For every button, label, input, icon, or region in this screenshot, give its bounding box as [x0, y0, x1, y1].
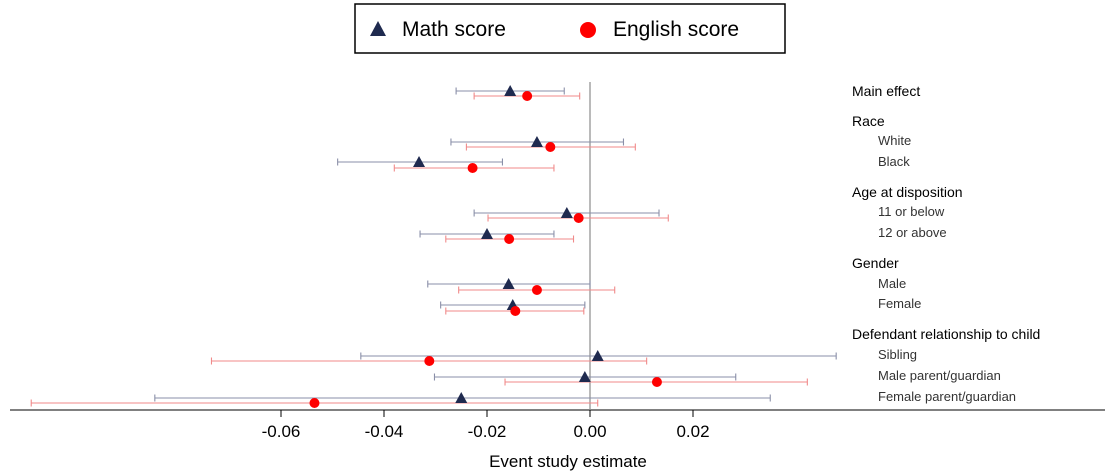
group-label: Defendant relationship to child	[852, 326, 1040, 342]
math-estimate-marker	[413, 156, 426, 167]
subgroup-label: White	[878, 133, 911, 148]
english-estimate-marker	[573, 213, 584, 223]
english-estimate-marker	[309, 398, 320, 408]
math-estimate-marker	[502, 278, 515, 289]
subgroup-label: 11 or below	[878, 204, 945, 219]
english-estimate-marker	[467, 163, 478, 173]
group-label: Gender	[852, 255, 899, 271]
legend-english-marker	[580, 22, 596, 38]
legend-english-label: English score	[613, 18, 739, 41]
group-label: Main effect	[852, 83, 920, 99]
math-estimate-marker	[578, 371, 591, 382]
english-estimate-marker	[424, 356, 435, 366]
math-estimate-marker	[481, 228, 493, 239]
x-tick-label: 0.02	[676, 422, 709, 441]
subgroup-label: Sibling	[878, 347, 917, 362]
math-estimate-marker	[504, 85, 517, 96]
plot-area: -0.06 -0.04 -0.02 0.00 0.02 Main effect Race W…	[10, 82, 1105, 471]
english-estimate-marker	[545, 142, 556, 152]
subgroup-label: 12 or above	[878, 225, 947, 240]
math-estimate-marker	[560, 207, 573, 218]
legend-math-marker	[370, 21, 386, 36]
subgroup-label: Male	[878, 276, 906, 291]
subgroup-label: Male parent/guardian	[878, 368, 1001, 383]
legend-math-label: Math score	[402, 18, 506, 41]
group-label: Race	[852, 113, 885, 129]
x-tick-label: -0.02	[468, 422, 507, 441]
x-tick-label: 0.00	[573, 422, 606, 441]
math-estimate-marker	[455, 392, 468, 403]
english-estimate-marker	[522, 91, 533, 101]
legend: Math score English score	[354, 3, 786, 54]
x-axis-ticks: -0.06 -0.04 -0.02 0.00 0.02	[262, 410, 710, 441]
english-estimate-marker	[510, 306, 521, 316]
subgroup-label: Black	[878, 154, 910, 169]
english-estimate-marker	[651, 377, 662, 387]
english-estimate-marker	[504, 234, 515, 244]
x-tick-label: -0.04	[365, 422, 404, 441]
math-estimate-marker	[530, 136, 543, 147]
point-estimates	[309, 85, 662, 408]
x-axis-title: Event study estimate	[489, 452, 647, 471]
row-labels: Main effect Race White Black Age at disposit…	[852, 83, 1040, 404]
legend-box	[354, 3, 786, 54]
subgroup-label: Female parent/guardian	[878, 389, 1016, 404]
subgroup-label: Female	[878, 296, 921, 311]
english-estimate-marker	[531, 285, 542, 295]
math-estimate-marker	[591, 350, 604, 361]
x-tick-label: -0.06	[262, 422, 301, 441]
group-label: Age at disposition	[852, 184, 963, 200]
